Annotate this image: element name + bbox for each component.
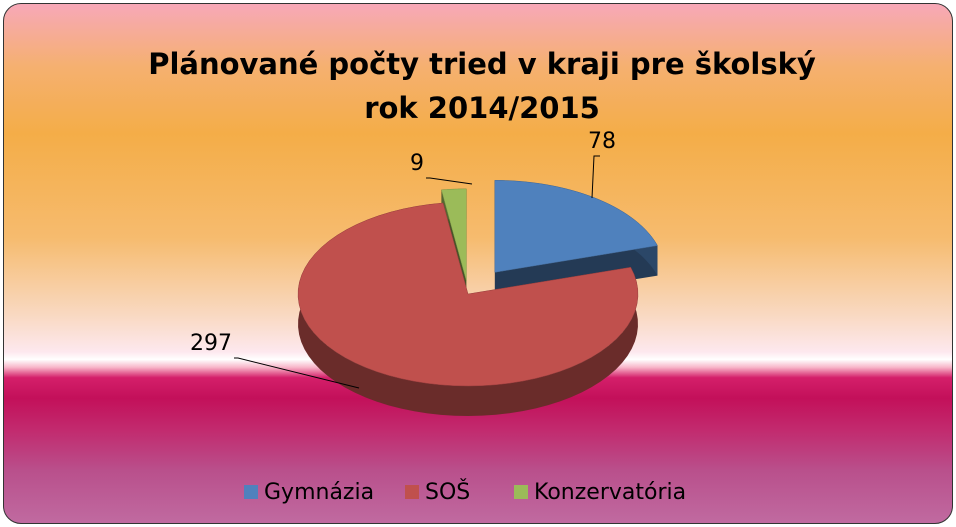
legend-label: Konzervatória [534, 480, 686, 505]
data-label: 297 [190, 331, 232, 356]
legend-swatch [514, 485, 528, 499]
slice [297, 202, 639, 387]
leader-line [426, 177, 473, 185]
chart: 78 297 9 Gymnázia SOŠ Konzervatória [190, 129, 686, 505]
slice [441, 188, 467, 281]
data-label: 78 [588, 129, 616, 154]
legend-label: Gymnázia [264, 480, 374, 505]
legend-swatch [244, 485, 258, 499]
chart-frame: 78 297 9 Gymnázia SOŠ Konzervatória Plánované… [3, 3, 953, 524]
legend-swatch [405, 485, 419, 499]
leader-line [591, 155, 600, 199]
legend-label: SOŠ [425, 479, 470, 505]
chart-title: Plánované počty tried v kraji pre školsk… [148, 47, 816, 125]
slice [494, 180, 658, 273]
leader-line [234, 357, 360, 389]
data-label: 9 [410, 151, 424, 176]
